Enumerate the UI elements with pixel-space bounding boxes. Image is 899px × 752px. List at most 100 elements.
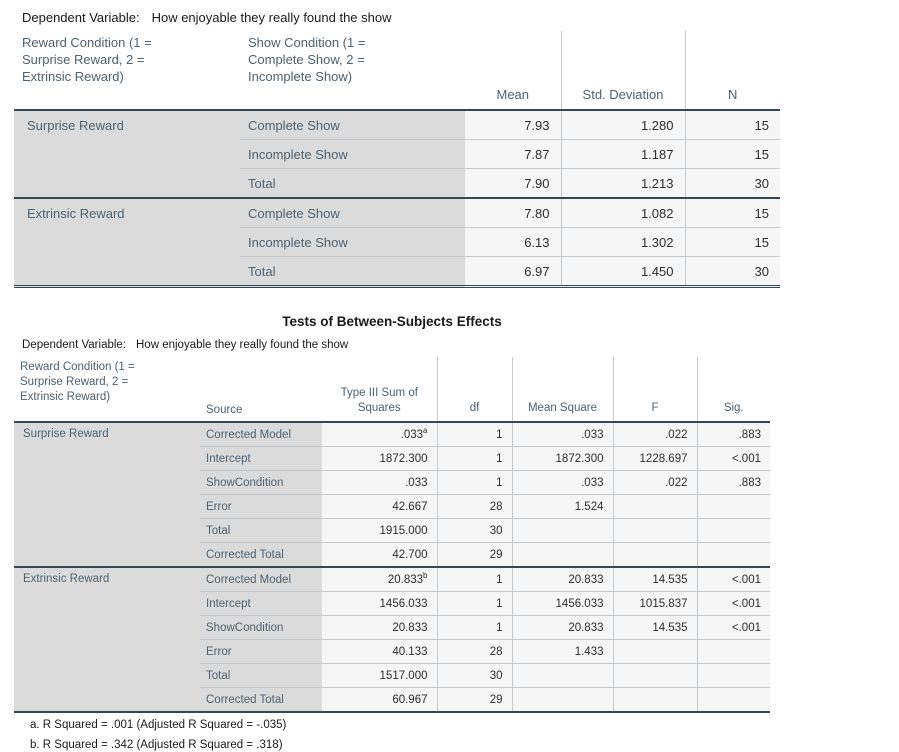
reward-condition-column-header: Reward Condition (1 = Surprise Reward, 2… [14, 31, 240, 111]
std-cell: 1.187 [560, 139, 685, 169]
table-row: Extrinsic Reward Corrected Model 20.833b… [14, 566, 770, 712]
mean-cell: 6.97 [465, 256, 561, 287]
f-cell: 14.535 [612, 566, 697, 592]
source-cell: Intercept [200, 446, 322, 471]
reward-condition-column-header: Reward Condition (1 = Surprise Reward, 2… [14, 357, 200, 423]
dependent-variable-label: Dependent Variable: [22, 339, 126, 351]
mean-cell: 6.13 [465, 227, 561, 257]
ss-cell: 42.700 [322, 542, 437, 567]
ms-cell: 20.833 [511, 615, 613, 640]
ss-cell: 60.967 [322, 687, 437, 712]
std-cell: 1.213 [560, 168, 685, 198]
footnote-marker: a [423, 425, 428, 435]
tests-table: Reward Condition (1 = Surprise Reward, 2… [14, 357, 770, 713]
f-cell [612, 494, 697, 519]
reward-group-cell: Extrinsic Reward [14, 197, 240, 287]
f-cell: 14.535 [612, 615, 697, 640]
f-cell: .022 [612, 470, 697, 495]
source-cell: Corrected Total [200, 687, 322, 712]
n-cell: 15 [684, 139, 780, 169]
ms-cell [511, 518, 613, 543]
f-cell [612, 687, 697, 712]
show-condition-cell: Incomplete Show [240, 227, 465, 257]
table-row: Total 7.90 1.213 30 [14, 168, 780, 198]
dependent-variable-value: How enjoyable they really found the show [151, 10, 392, 25]
std-cell: 1.280 [560, 110, 685, 140]
show-condition-cell: Incomplete Show [240, 139, 465, 169]
table-row: Error 42.667 28 1.524 [14, 494, 770, 519]
dependent-variable-label: Dependent Variable: [22, 10, 140, 25]
tests-table-title: Tests of Between-Subjects Effects [282, 314, 502, 329]
mean-cell: 7.80 [465, 197, 561, 228]
source-cell: Intercept [200, 591, 322, 616]
n-cell: 15 [684, 110, 780, 140]
descriptives-table: Reward Condition (1 = Surprise Reward, 2… [14, 31, 780, 288]
std-cell: 1.302 [560, 227, 685, 257]
ss-cell: 1456.033 [322, 591, 437, 616]
table-row: Intercept 1872.300 1 1872.300 1228.697 <… [14, 446, 770, 471]
show-condition-cell: Complete Show [240, 197, 465, 228]
ms-cell: 20.833 [511, 566, 613, 592]
df-cell: 1 [436, 591, 512, 616]
std-cell: 1.082 [560, 197, 685, 228]
source-cell: Corrected Total [200, 542, 322, 567]
descriptives-header-row: Reward Condition (1 = Surprise Reward, 2… [14, 31, 780, 111]
n-cell: 15 [684, 227, 780, 257]
sig-cell [696, 687, 770, 712]
tests-header-row: Reward Condition (1 = Surprise Reward, 2… [14, 357, 770, 423]
show-condition-cell: Total [240, 168, 465, 198]
table-row: Error 40.133 28 1.433 [14, 639, 770, 664]
f-cell: 1228.697 [612, 446, 697, 471]
type3-sum-of-squares-column-header: Type III Sum of Squares [322, 357, 437, 423]
ms-cell: 1872.300 [511, 446, 613, 471]
n-cell: 15 [684, 197, 780, 228]
ms-cell: 1.524 [511, 494, 613, 519]
n-cell: 30 [684, 256, 780, 287]
table-row: Total 1517.000 30 [14, 663, 770, 688]
table-row: Surprise Reward Complete Show 7.93 1.280… [14, 110, 780, 198]
ms-cell: 1.433 [511, 639, 613, 664]
footnote-a: a. R Squared = .001 (Adjusted R Squared … [30, 719, 287, 731]
df-cell: 1 [436, 615, 512, 640]
f-cell [612, 663, 697, 688]
df-cell: 29 [436, 542, 512, 567]
mean-cell: 7.87 [465, 139, 561, 169]
footnote-marker: b [423, 570, 428, 580]
source-cell: Total [200, 663, 322, 688]
ss-cell: 20.833 [322, 615, 437, 640]
df-cell: 28 [436, 639, 512, 664]
sig-cell: <.001 [696, 591, 770, 616]
std-deviation-column-header: Std. Deviation [560, 31, 685, 111]
f-cell: .022 [612, 422, 697, 447]
footnote-b: b. R Squared = .342 (Adjusted R Squared … [30, 739, 283, 751]
dependent-variable-value: How enjoyable they really found the show [136, 339, 349, 351]
ss-cell: .033a [322, 422, 437, 447]
table-row: Extrinsic Reward Complete Show 7.80 1.08… [14, 197, 780, 287]
df-cell: 1 [436, 470, 512, 495]
df-cell: 29 [436, 687, 512, 712]
sig-cell: <.001 [696, 446, 770, 471]
dependent-variable-caption: Dependent Variable: How enjoyable they re… [22, 339, 899, 351]
reward-group-cell: Surprise Reward [14, 422, 200, 567]
table-row: Total 6.97 1.450 30 [14, 256, 780, 287]
table-row: Corrected Total 60.967 29 [14, 687, 770, 712]
ss-cell: .033 [322, 470, 437, 495]
f-cell [612, 542, 697, 567]
show-condition-cell: Total [240, 256, 465, 287]
table-row: Incomplete Show 7.87 1.187 15 [14, 139, 780, 169]
table-row: Total 1915.000 30 [14, 518, 770, 543]
ss-cell: 1872.300 [322, 446, 437, 471]
sig-cell: .883 [696, 470, 770, 495]
show-condition-column-header: Show Condition (1 = Complete Show, 2 = I… [240, 31, 465, 111]
reward-group-cell: Extrinsic Reward [14, 566, 200, 712]
ms-cell [511, 663, 613, 688]
mean-column-header: Mean [465, 31, 561, 111]
df-column-header: df [436, 357, 512, 423]
df-cell: 1 [436, 566, 512, 592]
show-condition-cell: Complete Show [240, 110, 465, 140]
table-row: ShowCondition 20.833 1 20.833 14.535 <.0… [14, 615, 770, 640]
sig-cell: <.001 [696, 566, 770, 592]
table-row: Corrected Total 42.700 29 [14, 542, 770, 567]
sig-cell [696, 542, 770, 567]
